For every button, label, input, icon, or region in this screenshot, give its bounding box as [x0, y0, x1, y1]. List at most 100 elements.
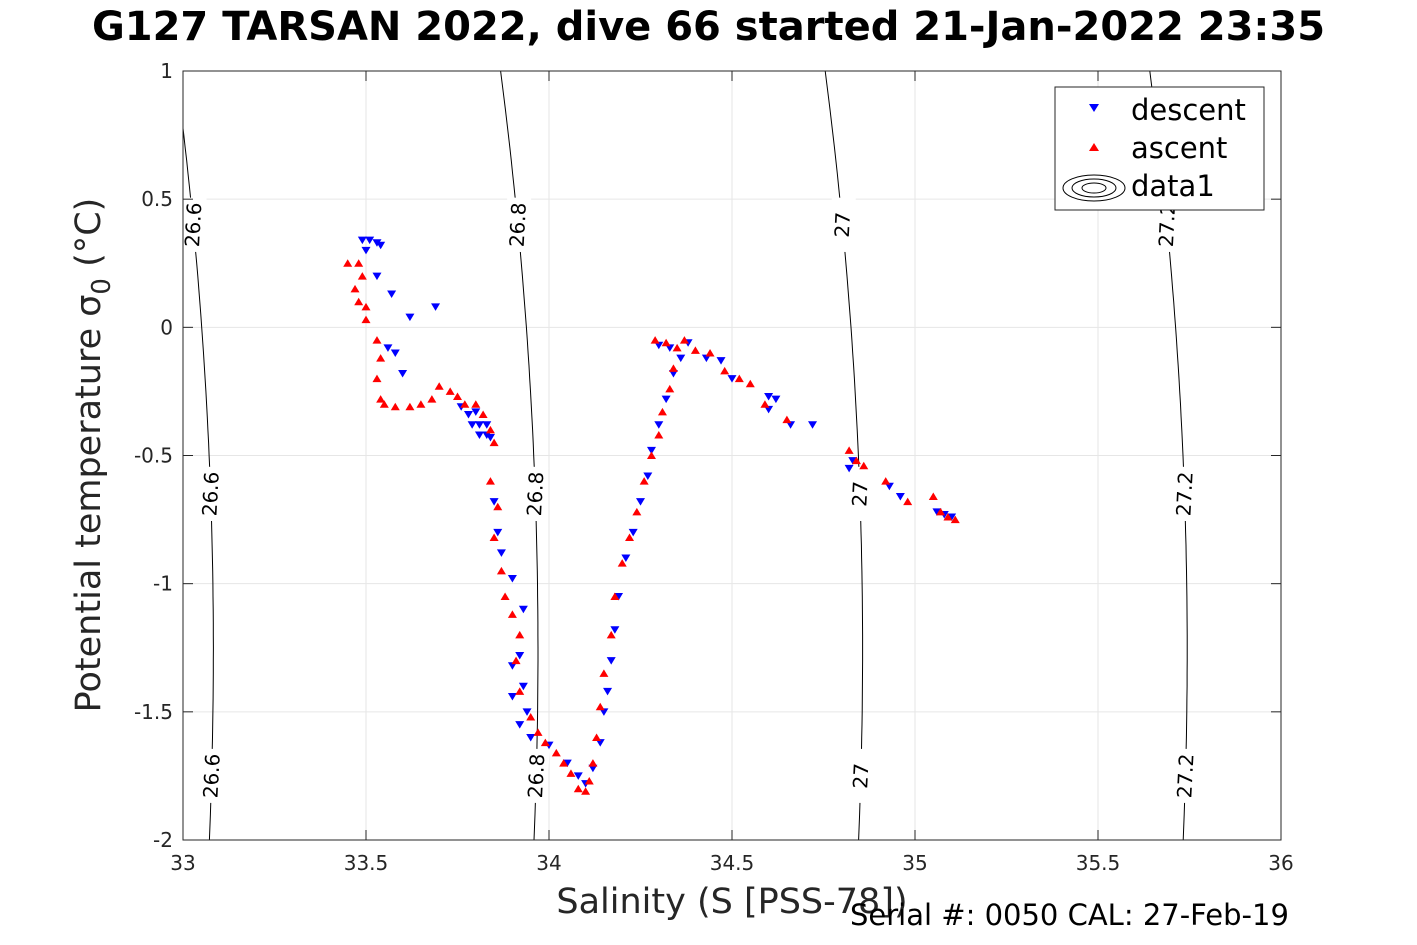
ascent-point	[434, 382, 444, 390]
descent-point	[474, 421, 484, 429]
isopycnal-label-bg	[847, 748, 875, 804]
x-axis-label: Salinity (S [PSS-78])	[556, 882, 907, 922]
y-axis-label-subscript: 0	[87, 278, 117, 295]
isopycnal-label: 26.8	[521, 466, 549, 522]
ascent-point	[526, 712, 536, 721]
isopycnal-label-text: 26.6	[180, 202, 206, 248]
descent-point	[489, 498, 499, 506]
ascent-point	[584, 777, 594, 785]
y-axis-label-sigma: σ	[69, 295, 109, 317]
ascent-point	[859, 461, 869, 470]
ascent-point	[661, 338, 671, 347]
isopycnal-label-bg	[846, 466, 874, 522]
descent-point	[895, 493, 905, 501]
descent-point	[515, 721, 525, 729]
descent-point	[471, 408, 481, 416]
ascent-point	[581, 787, 591, 795]
descent-point	[654, 421, 664, 429]
ascent-point	[654, 430, 664, 439]
ascent-point	[376, 354, 386, 362]
isopycnal-label: 26.6	[197, 466, 224, 522]
descent-point	[764, 393, 774, 401]
isopycnal-label-bg	[504, 197, 532, 253]
ascent-point	[427, 395, 437, 403]
x-tick-label: 36	[1268, 851, 1293, 875]
ascent-point	[592, 733, 602, 741]
y-axis-label-text: Potential temperature	[69, 317, 109, 713]
descent-point	[668, 369, 678, 378]
descent-point	[405, 313, 415, 322]
ascent-point	[734, 374, 744, 383]
ascent-point	[354, 297, 364, 306]
ascent-point	[632, 507, 642, 516]
ascent-point	[453, 392, 462, 401]
legend-descent-marker	[1089, 104, 1099, 112]
descent-point	[383, 344, 393, 352]
legend-box	[1054, 86, 1265, 211]
ascent-point	[343, 259, 353, 267]
isopycnal-label-bg	[197, 466, 224, 522]
x-tick-label: 34	[536, 851, 561, 875]
isopycnal-label-bg	[522, 748, 550, 804]
isopycnal-label-text: 27	[848, 763, 873, 790]
ascent-point	[617, 559, 627, 567]
descent-point	[357, 236, 367, 245]
ascent-point	[379, 400, 389, 408]
legend-ascent-marker	[1089, 143, 1099, 151]
isopycnal-label-text: 27.2	[1172, 753, 1198, 799]
ascent-point	[559, 759, 569, 767]
ascent-point	[573, 784, 583, 793]
y-axis-label: Potential temperature σ0 (°C)	[69, 198, 117, 713]
ascent-point	[595, 702, 605, 711]
isopycnal-label: 27	[847, 748, 875, 804]
descent-point	[507, 692, 517, 701]
descent-point	[588, 764, 598, 773]
ascent-point	[936, 507, 946, 516]
ascent-point	[500, 592, 510, 600]
descent-point	[628, 528, 638, 537]
ascent-point	[460, 400, 470, 408]
ascent-point	[376, 395, 386, 403]
ascent-point	[416, 400, 426, 408]
descent-point	[372, 272, 382, 281]
ascent-point	[390, 402, 400, 411]
descent-point	[431, 303, 441, 311]
isopycnal-label: 26.8	[504, 197, 532, 253]
ascent-point	[566, 769, 576, 777]
ascent-point	[950, 515, 960, 524]
isopycnal-label-text: 27	[847, 481, 872, 508]
ascent-point	[354, 259, 364, 267]
descent-point	[496, 549, 506, 557]
y-tick-label: -1.5	[134, 700, 173, 724]
descent-point	[390, 349, 400, 357]
ascent-point	[511, 656, 521, 665]
ascent-point	[507, 610, 517, 618]
descent-point	[701, 354, 711, 363]
descent-point	[482, 421, 492, 429]
isopycnal-label: 27.2	[1171, 466, 1198, 522]
ascent-point	[705, 348, 715, 357]
descent-point	[654, 341, 664, 350]
ascent-series	[343, 259, 960, 795]
axis-ticks: 33 33.5 34 34.5 35 35.5 36 -2 -1.5 -1 -0.5 0 0.5 1	[134, 59, 1294, 875]
ascent-point	[540, 738, 550, 747]
y-tick-label: 1	[160, 59, 173, 83]
serial-calibration-footer: Serial #: 0050 CAL: 27-Feb-19	[850, 898, 1289, 932]
legend-contour-icon	[1062, 174, 1126, 202]
descent-point	[507, 662, 517, 670]
ascent-point	[357, 272, 367, 280]
isopycnal-label: 26.8	[522, 748, 550, 804]
ascent-point	[533, 728, 543, 736]
descent-point	[621, 554, 631, 563]
descent-point	[518, 682, 528, 691]
y-tick-label: -0.5	[134, 444, 173, 468]
descent-point	[643, 472, 653, 481]
isopycnal-label-text: 26.6	[198, 753, 224, 799]
ascent-point	[625, 533, 635, 542]
isopycnal-label-text: 27.2	[1171, 471, 1197, 517]
isopycnal-label: 27	[829, 197, 856, 253]
descent-point	[610, 626, 620, 634]
descent-point	[636, 498, 645, 506]
ascent-point	[679, 336, 689, 344]
descent-point	[599, 708, 609, 716]
